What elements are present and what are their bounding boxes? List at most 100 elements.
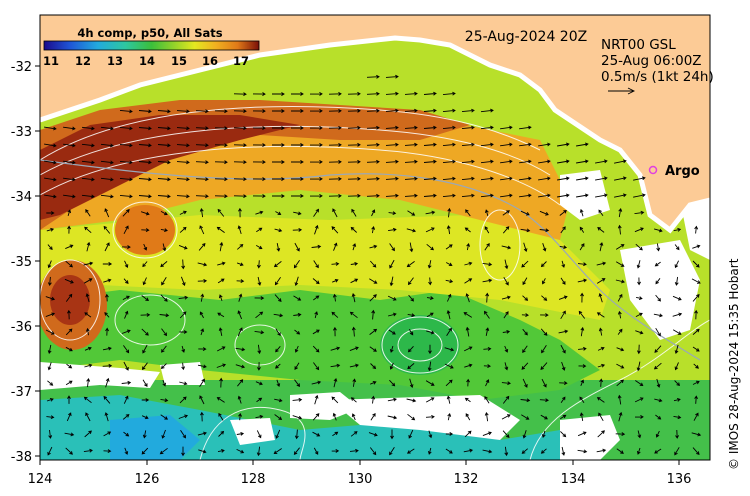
current-arrow [217,261,226,266]
colorbar-tick: 12 [75,54,91,68]
map-plot-area [40,15,710,460]
current-arrow [160,261,168,268]
current-arrow [580,292,584,303]
current-arrow [181,259,186,270]
current-arrow [84,226,92,234]
current-arrow [423,125,437,130]
current-arrow [370,412,376,421]
current-arrow [560,414,567,420]
current-arrow [599,378,604,387]
current-arrow [81,194,95,199]
current-arrow [328,177,342,181]
current-arrow [122,209,130,217]
current-arrow [558,329,569,334]
colorbar-tick: 13 [107,54,123,68]
current-arrow [123,345,130,354]
current-arrow [123,395,129,404]
current-arrow [162,380,167,387]
current-arrow [484,209,489,217]
current-arrow [501,414,511,420]
current-arrow [105,293,109,302]
current-arrow [369,260,377,268]
current-arrow [634,227,644,233]
current-arrow [65,380,73,386]
current-arrow [539,398,549,403]
current-arrow [83,261,94,266]
current-arrow [519,159,532,164]
current-arrow [347,176,361,181]
current-arrow [559,209,567,216]
current-arrow [294,242,300,252]
lat-label: -37 [11,385,32,400]
current-arrow [597,363,606,368]
current-arrow [252,177,266,181]
current-arrow [692,328,700,335]
current-arrow [370,363,377,370]
current-arrow [675,429,679,439]
current-arrow [276,243,281,252]
current-arrow [292,228,303,232]
current-arrow [272,177,285,181]
current-arrow [256,446,261,457]
current-arrow [577,278,588,283]
current-arrow [178,295,189,300]
current-arrow [404,193,418,198]
current-arrow [44,143,57,148]
current-arrow [85,327,90,336]
current-arrow [484,411,489,422]
current-arrow [159,447,168,455]
current-arrow [47,260,52,269]
current-arrow [256,430,262,439]
current-arrow [406,261,415,268]
current-arrow [195,126,209,131]
lon-label: 128 [241,472,266,487]
latitude-axis: -32 -33 -34 -35 -36 -37 -38 [11,60,40,465]
current-arrow [691,278,701,284]
current-arrow [444,363,454,369]
current-arrow [237,327,243,337]
current-arrow [254,296,265,300]
current-arrow [423,91,437,96]
current-arrow [349,363,359,368]
current-arrow [385,193,399,198]
current-arrow [199,378,205,387]
current-arrow [369,278,378,284]
current-arrow [44,126,57,131]
current-arrow [484,242,490,251]
current-arrow [347,108,361,113]
current-arrow [426,330,435,335]
current-arrow [347,193,361,198]
current-arrow [447,207,452,218]
lat-label: -32 [11,60,32,75]
current-arrow [44,194,57,199]
current-arrow [176,143,190,148]
current-arrow [618,208,623,218]
current-arrow [635,312,643,317]
current-arrow [521,448,528,454]
current-arrow [255,210,264,215]
current-arrow [236,262,244,267]
current-arrow [276,379,281,388]
current-arrow [561,361,566,371]
current-arrow [693,412,699,421]
current-arrow [595,176,608,181]
current-arrow [523,242,528,253]
current-arrow [654,261,661,267]
cloud-gap [230,418,275,445]
current-arrow [485,292,490,303]
current-arrow [195,177,209,182]
current-arrow [464,278,473,284]
current-arrow [160,228,168,233]
current-arrow [428,277,433,286]
current-arrow [557,176,570,181]
current-arrow [214,126,228,131]
argo-label: Argo [665,164,700,179]
current-arrow [538,159,551,164]
lat-label: -38 [11,450,32,465]
coastline [40,35,710,234]
current-arrow [67,225,71,234]
current-arrow [560,431,567,438]
current-arrow [692,346,700,352]
current-arrow [81,143,95,148]
current-arrow [579,243,585,251]
